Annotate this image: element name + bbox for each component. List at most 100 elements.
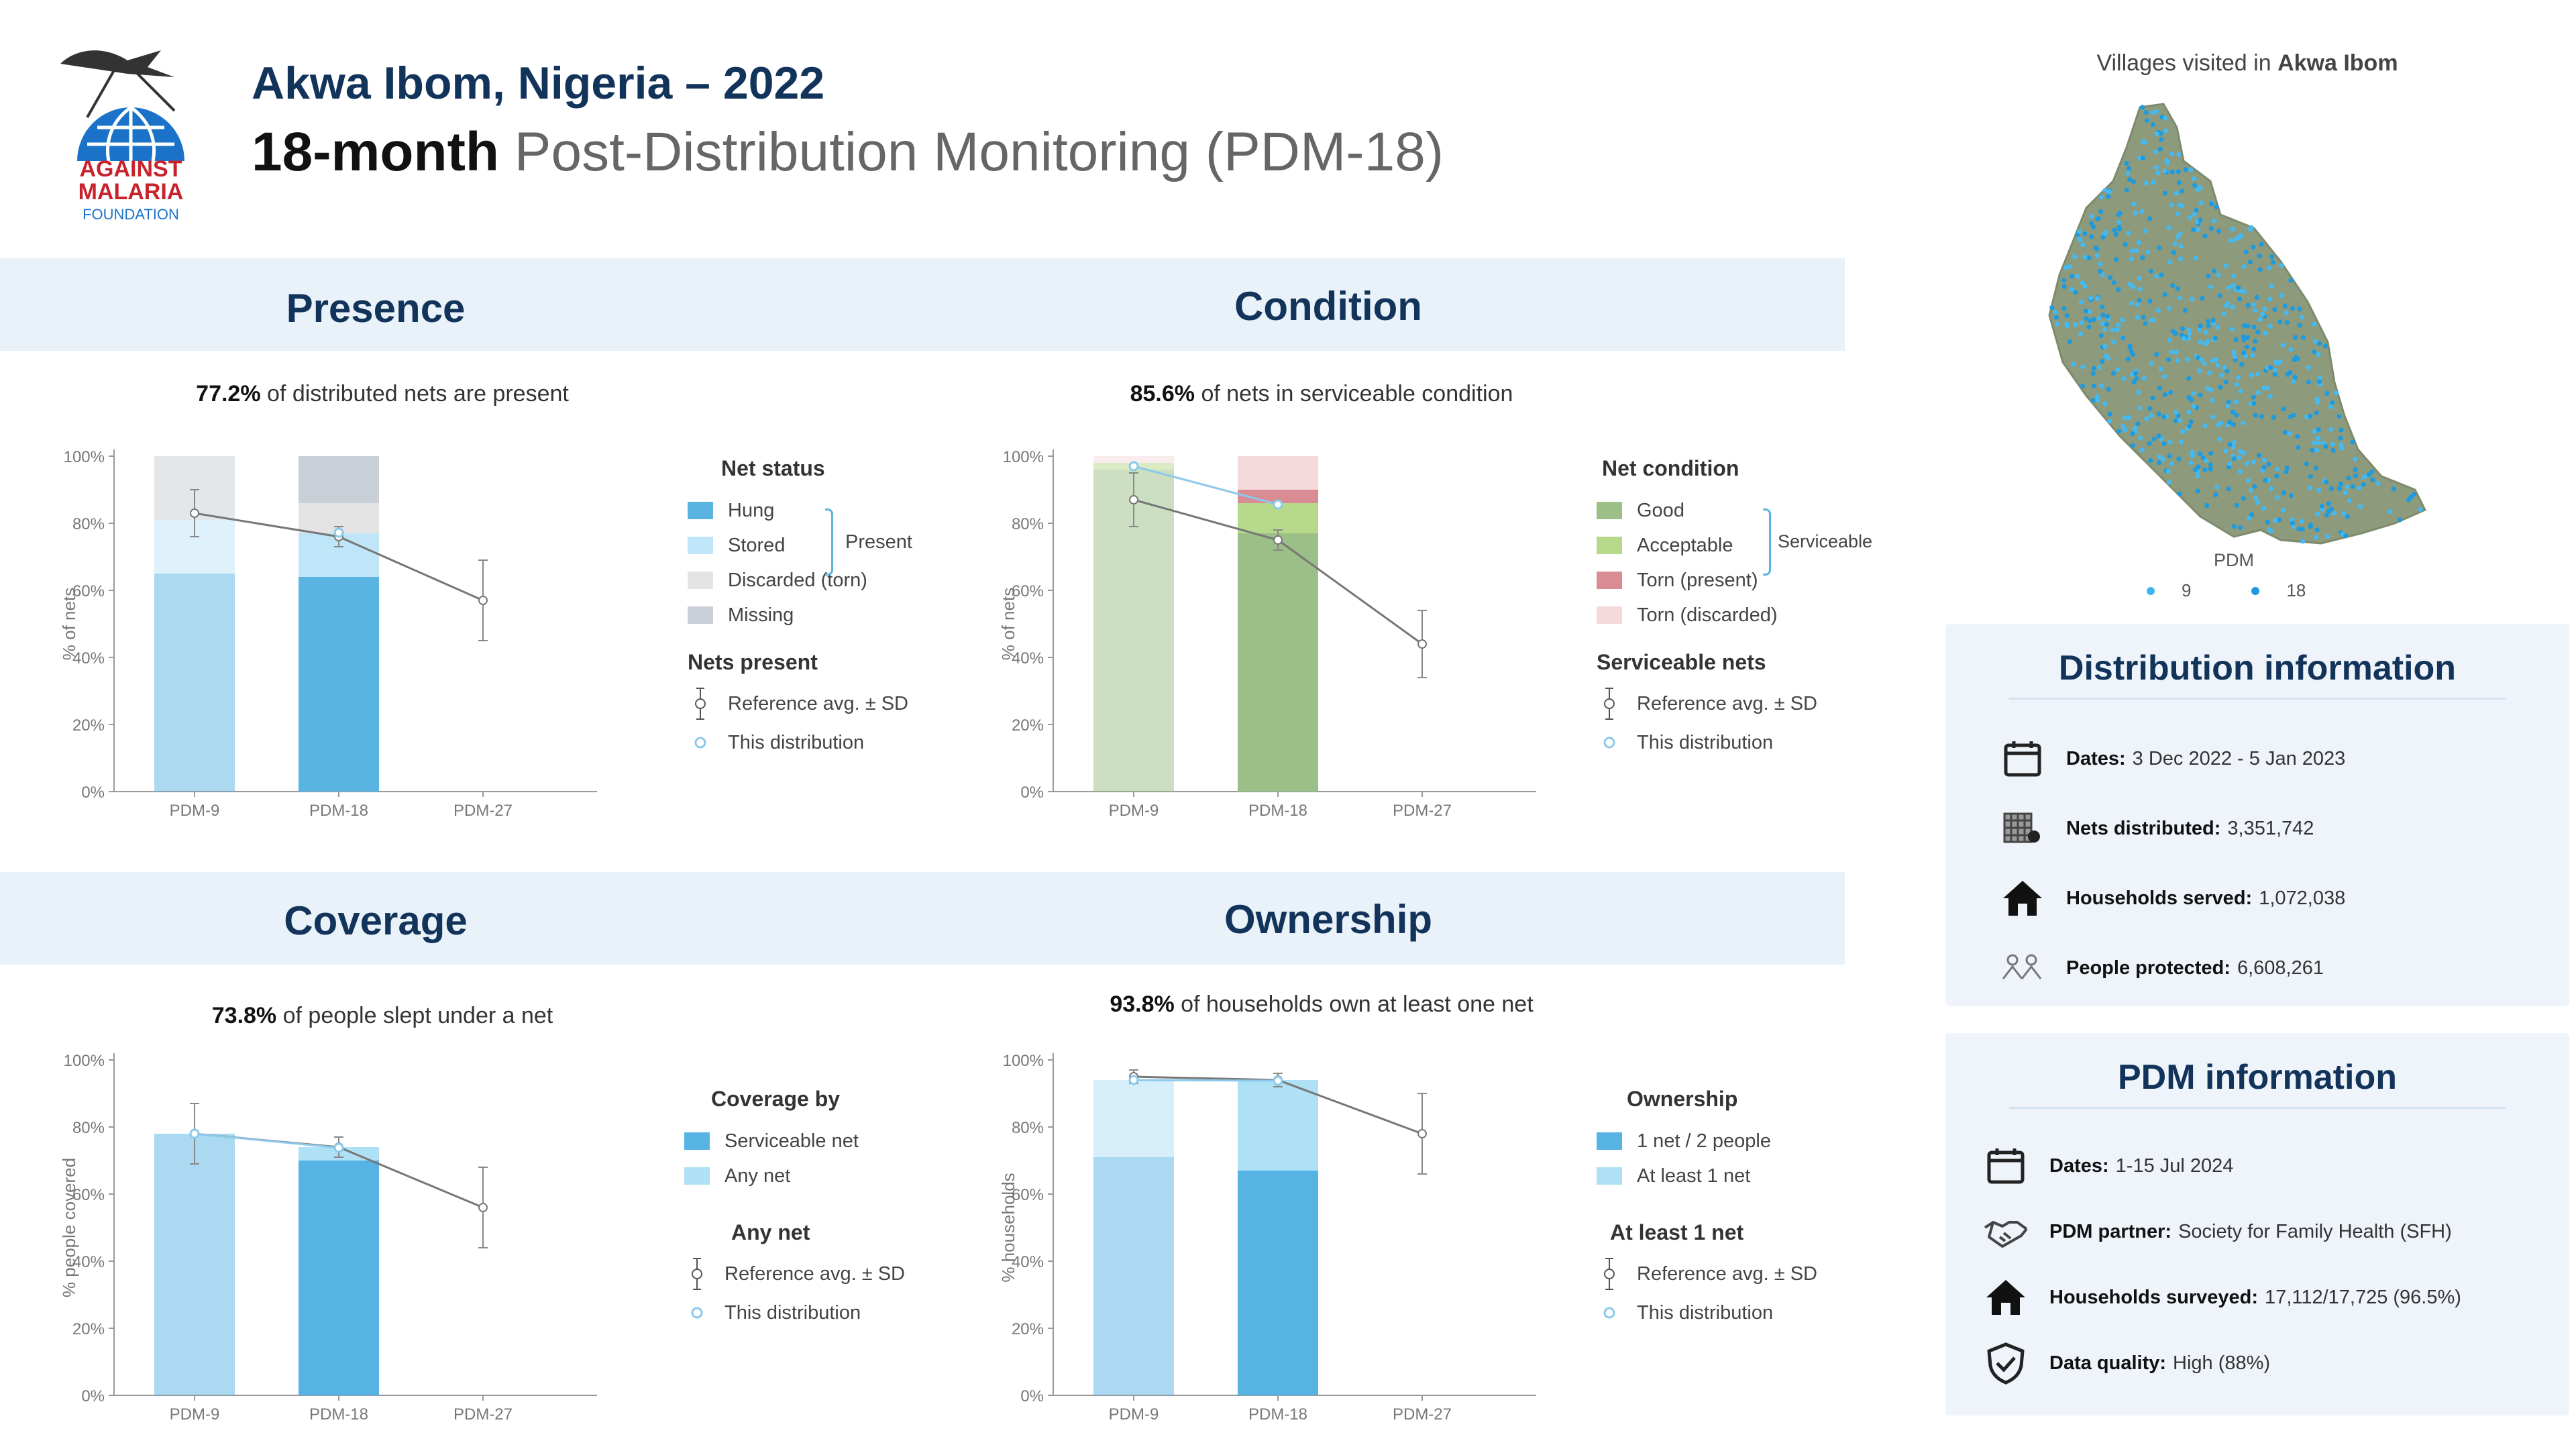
village-dot [2151, 180, 2156, 185]
village-dot [2177, 203, 2182, 208]
village-dot [2175, 211, 2180, 217]
village-dot [2330, 447, 2336, 453]
ownership-ref-label: Reference avg. ± SD [1637, 1263, 1817, 1285]
bar-ownership-1-0 [1093, 1080, 1174, 1157]
village-dot [2251, 400, 2257, 406]
village-dot [2180, 429, 2186, 434]
village-dot [2272, 368, 2277, 373]
village-dot [2153, 149, 2158, 154]
village-dot [2161, 441, 2167, 447]
village-dot [2328, 506, 2334, 512]
village-dot [2178, 295, 2183, 301]
village-dot [2251, 394, 2256, 400]
village-dot [2157, 146, 2163, 152]
village-dot [2195, 474, 2200, 479]
this-distribution-point [1128, 1075, 1139, 1085]
village-dot [2259, 241, 2264, 247]
village-dot [2280, 342, 2286, 347]
village-dot [2210, 398, 2215, 403]
legend-label-any-net: Any net [724, 1165, 791, 1187]
village-dot [2282, 429, 2288, 435]
people-icon [2002, 954, 2042, 979]
village-dot [2296, 445, 2301, 450]
village-dot [2208, 451, 2214, 456]
village-dot [2295, 434, 2300, 439]
village-dot [2316, 379, 2322, 384]
village-dot [2255, 329, 2261, 335]
village-dot [2106, 356, 2111, 361]
condition-headline: 85.6% of nets in serviceable condition [1020, 381, 1623, 407]
ownership-ref-title: At least 1 net [1610, 1220, 1744, 1244]
village-dot [2162, 392, 2167, 397]
village-dot [2094, 246, 2100, 252]
village-dot [2173, 331, 2178, 336]
village-dot [2207, 370, 2212, 376]
village-dot [2112, 227, 2117, 233]
village-dot [2090, 224, 2096, 229]
village-dot [2237, 233, 2243, 239]
village-dot [2233, 337, 2239, 343]
pdm-households-value: 17,112/17,725 (96.5%) [2265, 1286, 2461, 1308]
y-tick-label: 60% [72, 582, 105, 600]
village-dot [2313, 339, 2318, 344]
village-dot [2174, 418, 2179, 423]
village-dot [2129, 301, 2135, 306]
legend-item-discarded: Discarded (torn) [688, 563, 969, 598]
pdm-quality-label: Data quality: [2049, 1352, 2167, 1374]
village-dot [2155, 308, 2161, 313]
village-dot [2187, 423, 2192, 429]
village-dot [2281, 507, 2286, 513]
legend-label-good: Good [1637, 499, 1684, 521]
village-dot [2157, 454, 2162, 460]
coverage-legend: Coverage by Serviceable net Any net Any … [684, 1087, 966, 1332]
legend-item-acceptable: Acceptable [1597, 528, 1865, 563]
x-tick-label: PDM-18 [1248, 802, 1307, 820]
handshake-icon [1984, 1221, 2028, 1248]
village-dot [2080, 280, 2086, 286]
village-dot [2115, 367, 2121, 372]
village-dot [2188, 167, 2194, 172]
village-dot [2100, 359, 2105, 364]
dist-row-dates: Dates: 3 Dec 2022 - 5 Jan 2023 [1999, 724, 2569, 794]
village-dot [2102, 343, 2108, 349]
this-distribution-point [189, 1128, 200, 1139]
village-dot [2216, 229, 2222, 234]
pdm-row-households: Households surveyed: 17,112/17,725 (96.5%… [1982, 1265, 2569, 1330]
legend-label-acceptable: Acceptable [1637, 534, 1733, 556]
village-dot [2316, 435, 2321, 441]
y-tick-label: 100% [64, 448, 105, 466]
dist-dates-label: Dates: [2066, 747, 2126, 769]
village-dot [2150, 122, 2155, 127]
village-dot [2107, 411, 2112, 417]
village-dot [2206, 323, 2211, 329]
village-dot [2282, 303, 2288, 309]
village-dot [2174, 410, 2179, 415]
village-dot [2198, 217, 2203, 223]
akwa-ibom-shape [2048, 103, 2427, 545]
village-dot [2129, 256, 2134, 262]
y-axis-label: % of nets [998, 588, 1018, 660]
village-dot [2180, 189, 2185, 194]
village-dot [2261, 458, 2267, 463]
village-dot [2098, 209, 2104, 214]
village-dot [2328, 486, 2334, 492]
village-dot [2366, 472, 2371, 478]
village-dot [2268, 365, 2273, 370]
village-dot [2312, 350, 2317, 355]
ref-errorbar-icon [1597, 1257, 1622, 1291]
village-dot [2357, 504, 2363, 509]
bar-condition-3-0 [1093, 456, 1174, 463]
village-dot [2121, 376, 2127, 381]
village-dot [2411, 492, 2416, 497]
village-dot [2257, 267, 2263, 272]
dist-nets-value: 3,351,742 [2227, 817, 2314, 839]
village-dot [2166, 480, 2171, 485]
village-dot [2357, 485, 2362, 491]
village-dot [2184, 357, 2190, 362]
village-dot [2077, 229, 2082, 234]
village-dot [2200, 295, 2205, 301]
y-tick-label: 20% [72, 716, 105, 735]
village-dot [2053, 309, 2058, 315]
village-dot [2218, 420, 2224, 425]
village-dot [2210, 317, 2216, 323]
